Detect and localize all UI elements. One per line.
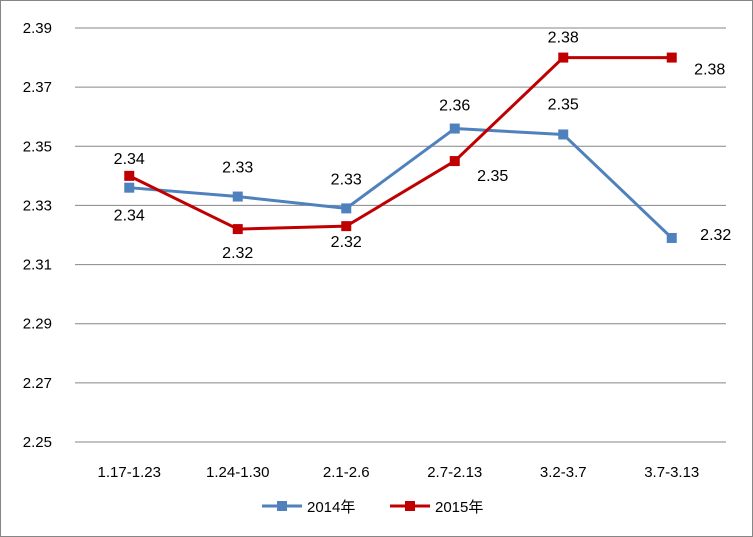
y-tick-label: 2.25 xyxy=(23,434,52,451)
data-label: 2.33 xyxy=(222,160,253,177)
x-tick-label: 3.2-3.7 xyxy=(540,464,587,481)
data-point xyxy=(666,52,677,63)
data-label: 2.34 xyxy=(114,151,145,168)
data-label: 2.38 xyxy=(694,62,725,79)
data-point xyxy=(341,203,352,214)
y-tick-label: 2.37 xyxy=(23,79,52,96)
data-label: 2.32 xyxy=(222,245,253,262)
y-tick-label: 2.35 xyxy=(23,138,52,155)
data-label: 2.32 xyxy=(331,234,362,251)
data-label: 2.36 xyxy=(439,98,470,115)
x-tick-label: 3.7-3.13 xyxy=(644,464,699,481)
legend-label: 2014年 xyxy=(307,499,355,516)
data-point xyxy=(124,182,135,193)
data-label: 2.32 xyxy=(700,227,731,244)
x-tick-label: 2.1-2.6 xyxy=(323,464,370,481)
data-point xyxy=(341,221,352,232)
x-tick-label: 1.17-1.23 xyxy=(98,464,161,481)
x-axis-tick-labels: 1.17-1.23 1.24-1.30 2.1-2.6 2.7-2.13 3.2-3.7… xyxy=(98,464,700,481)
y-tick-label: 2.39 xyxy=(23,20,52,37)
y-tick-label: 2.27 xyxy=(23,375,52,392)
data-point xyxy=(558,52,569,63)
data-label: 2.34 xyxy=(114,208,145,225)
data-point xyxy=(449,123,460,134)
y-tick-label: 2.33 xyxy=(23,197,52,214)
data-point xyxy=(124,170,135,181)
data-label: 2.38 xyxy=(548,30,579,47)
legend-marker xyxy=(277,501,287,511)
data-label: 2.35 xyxy=(548,96,579,113)
series-line-1 xyxy=(128,56,672,231)
y-tick-label: 2.29 xyxy=(23,316,52,333)
legend-label: 2015年 xyxy=(435,499,483,516)
x-tick-label: 2.7-2.13 xyxy=(427,464,482,481)
series-lines xyxy=(124,52,677,243)
data-point xyxy=(558,129,569,140)
y-axis-tick-labels: 2.25 2.27 2.29 2.31 2.33 2.35 2.37 2.39 xyxy=(23,20,52,451)
y-tick-label: 2.31 xyxy=(23,257,52,274)
data-label: 2.35 xyxy=(477,168,508,185)
gridlines xyxy=(75,27,726,443)
legend-marker xyxy=(405,501,415,511)
data-label: 2.33 xyxy=(331,171,362,188)
legend: 2014年 2015年 xyxy=(262,499,483,516)
data-labels: 2.34 2.33 2.33 2.36 2.35 2.32 2.34 2.32 2.32 2.35… xyxy=(114,30,732,263)
data-point xyxy=(232,191,243,202)
data-point xyxy=(449,156,460,167)
x-tick-label: 1.24-1.30 xyxy=(206,464,269,481)
data-point xyxy=(666,232,677,243)
data-point xyxy=(232,224,243,235)
series-line-0 xyxy=(129,127,673,240)
